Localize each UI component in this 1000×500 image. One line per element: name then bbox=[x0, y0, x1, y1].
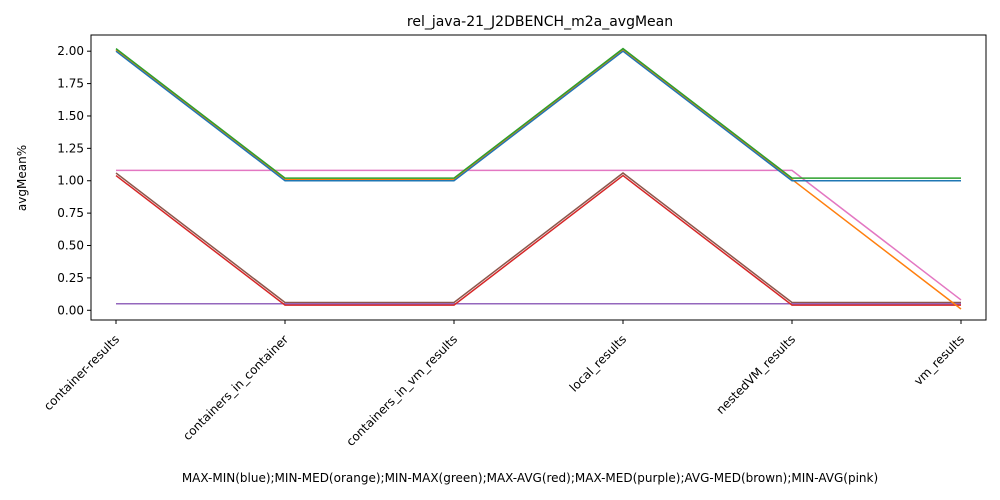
y-tick-label: 1.00 bbox=[57, 174, 84, 188]
y-tick-label: 1.25 bbox=[57, 141, 84, 155]
x-tick-label: containers_in_vm_results bbox=[343, 332, 460, 449]
y-axis: 0.00 0.25 0.50 0.75 1.00 1.25 1.50 1.75 2.00 bbox=[57, 44, 91, 317]
y-tick-label: 0.75 bbox=[57, 206, 84, 220]
y-tick-label: 1.50 bbox=[57, 109, 84, 123]
series-line-3 bbox=[116, 169, 962, 301]
x-tick-label: local_results bbox=[567, 332, 629, 394]
x-tick-label: container-results bbox=[41, 332, 122, 413]
y-axis-label: avgMean% bbox=[15, 145, 29, 211]
series-line-2 bbox=[115, 174, 961, 306]
y-tick-label: 0.00 bbox=[57, 303, 84, 317]
y-tick-label: 0.25 bbox=[57, 271, 84, 285]
x-axis-label: MAX-MIN(blue);MIN-MED(orange);MIN-MAX(gr… bbox=[182, 471, 878, 485]
series-line-5 bbox=[115, 50, 961, 182]
x-tick-label: nestedVM_results bbox=[713, 332, 798, 417]
series-line-6 bbox=[115, 47, 961, 179]
y-tick-label: 0.50 bbox=[57, 239, 84, 253]
plot-frame bbox=[90, 34, 987, 321]
series-line-4 bbox=[115, 48, 962, 310]
series-line-0 bbox=[115, 172, 961, 304]
series-layer bbox=[115, 47, 962, 310]
y-tick-label: 1.75 bbox=[57, 77, 84, 91]
x-axis: container-results containers_in_container… bbox=[41, 320, 967, 449]
y-tick-label: 2.00 bbox=[57, 44, 84, 58]
x-tick-label: containers_in_container bbox=[180, 332, 291, 443]
chart-title: rel_java-21_J2DBENCH_m2a_avgMean bbox=[407, 14, 673, 30]
x-tick-label: vm_results bbox=[911, 332, 967, 388]
